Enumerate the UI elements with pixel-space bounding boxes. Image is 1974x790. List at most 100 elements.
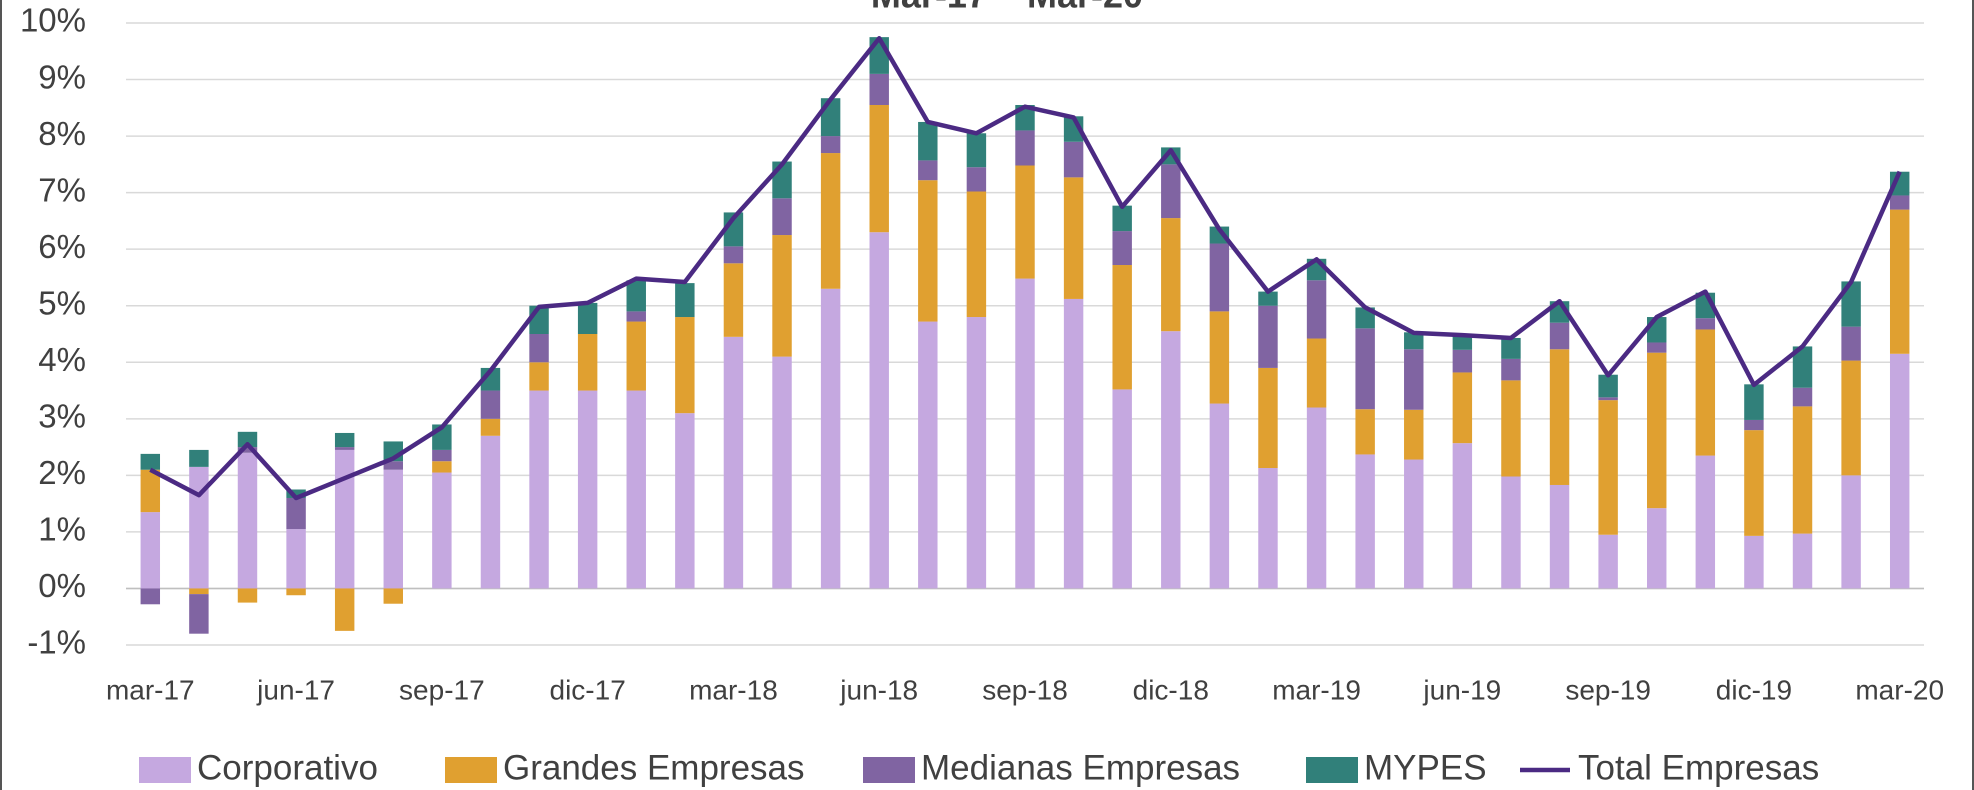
bar-segment (966, 167, 987, 192)
bar-segment (432, 472, 452, 589)
bar-segment (1452, 349, 1473, 373)
bar-segment (869, 104, 889, 233)
bar-segment (334, 432, 355, 448)
bar-segment (869, 232, 889, 589)
bar-segment (577, 302, 598, 334)
bar-segment (1015, 130, 1035, 166)
bar-segment (1647, 342, 1667, 353)
bar-segment (334, 588, 355, 631)
chart-title: Mar-17 – Mar-20 (871, 0, 1143, 16)
y-tick-label: 3% (38, 398, 86, 435)
bar-segment (626, 311, 646, 322)
bar-segment (772, 356, 792, 589)
bar-segment (1598, 374, 1618, 398)
bar-segment (723, 246, 744, 264)
bar-segment (626, 280, 646, 312)
bar-segment (1841, 326, 1861, 361)
bar-segment (1452, 443, 1473, 589)
bar-segment (1112, 389, 1132, 589)
bar-segment (1112, 205, 1132, 232)
bar-segment (918, 160, 938, 181)
bar-segment (529, 390, 549, 589)
bar-segment (432, 449, 452, 462)
x-tick-label: dic-17 (550, 674, 626, 705)
y-tick-label: 1% (38, 511, 86, 548)
bar-segment (1792, 387, 1813, 407)
bar-segment (383, 461, 403, 470)
y-tick-label: 8% (38, 115, 86, 152)
x-tick-label: sep-17 (399, 674, 485, 705)
bar-segment (626, 390, 646, 589)
bar-segment (1792, 406, 1813, 534)
bar-segment (1258, 468, 1278, 589)
legend-label: Medianas Empresas (921, 748, 1240, 787)
bar-segment (383, 469, 403, 589)
bar-segment (723, 336, 744, 589)
bar-segment (918, 321, 938, 589)
bar-segment (480, 435, 501, 589)
bar-segment (1744, 419, 1764, 431)
x-tick-label: sep-19 (1565, 674, 1651, 705)
legend-swatch (445, 757, 497, 783)
bar-segment (237, 447, 258, 453)
bar-segment (237, 588, 258, 603)
y-tick-label: 10% (20, 2, 86, 39)
bar-segment (675, 413, 695, 589)
bar-segment (869, 73, 889, 105)
bar-segment (1841, 475, 1861, 589)
bar-segment (820, 153, 841, 289)
y-tick-label: 0% (38, 567, 86, 604)
bar-segment (918, 180, 938, 322)
bar-segment (1209, 243, 1230, 312)
x-tick-label: sep-18 (982, 674, 1068, 705)
bar-segment (1549, 322, 1570, 350)
y-tick-label: 9% (38, 58, 86, 95)
legend-swatch (139, 757, 191, 783)
bar-segment (1647, 508, 1667, 589)
bar-segment (966, 191, 987, 318)
x-tick-label: jun-18 (839, 674, 918, 705)
bar-segment (286, 529, 306, 589)
bar-segment (1889, 353, 1910, 589)
bar-segment (334, 447, 355, 450)
bar-segment (1841, 281, 1861, 327)
bar-segment (1063, 177, 1084, 299)
bar-segment (1404, 349, 1424, 410)
bar-segment (1452, 334, 1473, 350)
bar-segment (383, 588, 403, 604)
bar-segment (140, 588, 161, 605)
bar-segment (140, 469, 161, 513)
bar-segment (286, 497, 306, 530)
legend-label: Grandes Empresas (503, 748, 805, 787)
legend-label: Corporativo (197, 748, 378, 787)
bar-segment (140, 512, 161, 589)
bar-segment (1889, 195, 1910, 210)
bar-segment (1209, 403, 1230, 589)
bar-segment (820, 98, 841, 137)
bar-segment (432, 461, 452, 473)
bar-segment (1501, 337, 1521, 359)
x-tick-label: dic-18 (1133, 674, 1209, 705)
bar-segment (529, 362, 549, 391)
bar-segment (820, 288, 841, 589)
bar-segment (675, 283, 695, 318)
bar-segment (1063, 141, 1084, 178)
legend-label: MYPES (1364, 748, 1487, 787)
bar-segment (286, 588, 306, 596)
bar-segment (1306, 407, 1327, 589)
bar-segment (1501, 380, 1521, 477)
bar-segment (1549, 349, 1570, 485)
bar-segment (723, 263, 744, 337)
bar-segment (1647, 352, 1667, 509)
bar-segment (1209, 311, 1230, 404)
bar-segment (1112, 265, 1132, 390)
bar-segment (189, 449, 209, 467)
x-tick-label: mar-20 (1855, 674, 1944, 705)
bar-segment (1015, 278, 1035, 589)
y-tick-label: 7% (38, 171, 86, 208)
bar-segment (1841, 360, 1861, 476)
y-tick-label: 6% (38, 228, 86, 265)
legend-label: Total Empresas (1578, 748, 1819, 787)
